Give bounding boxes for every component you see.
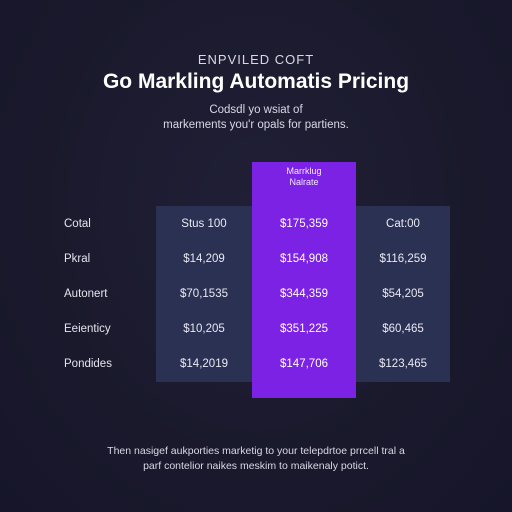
eyebrow-text: ENPVILED COFT (197, 52, 315, 67)
table-cell-featured: $175,359 (280, 218, 328, 230)
subtitle-line-1: Codsdl yo wsiat of (209, 104, 303, 116)
row-label: Pondides (64, 358, 112, 370)
table-cell: $60,465 (382, 323, 424, 335)
table-cell: $14,209 (183, 253, 225, 265)
table-cell: $123,465 (379, 358, 427, 370)
row-label: Cotal (64, 218, 91, 230)
table-cell: Cat:00 (386, 218, 420, 230)
table-cell: $10,205 (183, 323, 225, 335)
table-cell-featured: $154,908 (280, 253, 328, 265)
row-label: Autonert (64, 288, 108, 300)
table-cell: $54,205 (382, 288, 424, 300)
row-label: Pkral (64, 253, 91, 265)
featured-plan-header: Marrklug Nalrate (252, 166, 356, 188)
table-cell: Stus 100 (181, 218, 227, 230)
plan-column-featured[interactable] (252, 162, 356, 398)
plan-column-left (156, 206, 252, 382)
row-label: Eeienticy (64, 323, 111, 335)
featured-header-line-2: Nalrate (289, 177, 319, 187)
page-subtitle: Codsdl yo wsiat of markements you'r opal… (0, 103, 512, 133)
footer-line-1: Then nasigef aukporties marketig to your… (107, 445, 405, 457)
table-cell-featured: $344,359 (280, 288, 328, 300)
table-cell: $14,2019 (180, 358, 228, 370)
footer-text: Then nasigef aukporties marketig to your… (0, 444, 512, 474)
plan-column-right (356, 206, 450, 382)
footer-line-2: parf contelior naikes meskim to maikenal… (143, 460, 369, 472)
page-title: Go Markling Automatis Pricing (102, 70, 410, 93)
table-cell: $70,1535 (180, 288, 228, 300)
featured-header-line-1: Marrklug (286, 166, 322, 176)
table-cell-featured: $147,706 (280, 358, 328, 370)
table-cell: $116,259 (379, 253, 427, 265)
table-cell-featured: $351,225 (280, 323, 328, 335)
subtitle-line-2: markements you'r opals for partiens. (163, 119, 349, 131)
